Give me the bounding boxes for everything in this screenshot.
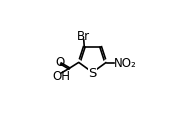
Text: Br: Br <box>77 30 90 43</box>
Text: NO₂: NO₂ <box>114 57 137 69</box>
Text: OH: OH <box>52 69 70 82</box>
Text: S: S <box>88 66 97 79</box>
Text: O: O <box>56 55 65 68</box>
